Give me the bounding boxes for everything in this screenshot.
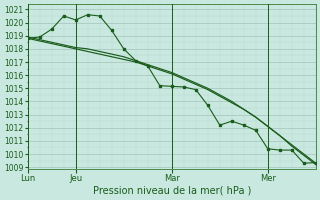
X-axis label: Pression niveau de la mer( hPa ): Pression niveau de la mer( hPa ) [92, 186, 251, 196]
